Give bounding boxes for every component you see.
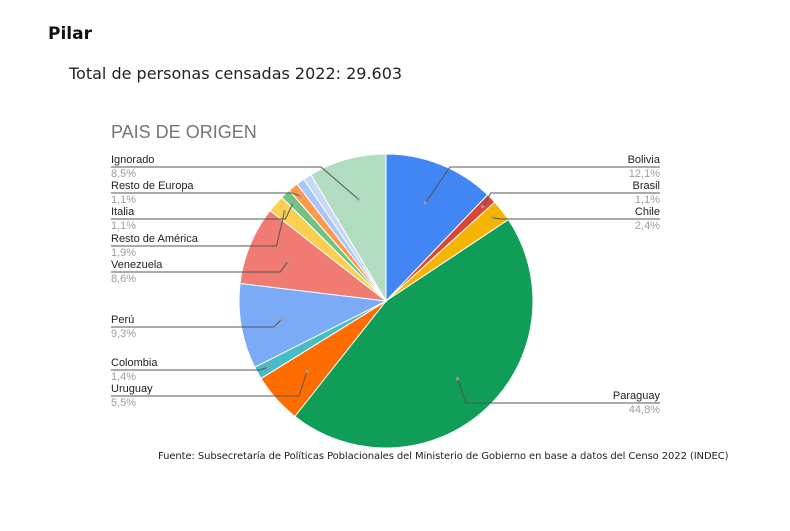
chart-title: PAIS DE ORIGEN <box>111 122 257 142</box>
pie-slice-ignorado <box>310 153 387 303</box>
leader-dot-paraguay <box>456 377 460 381</box>
slice-label-bolivia: Bolivia <box>628 154 661 166</box>
leader-line-venezuela <box>111 260 289 273</box>
slice-label-uruguay: Uruguay <box>111 383 153 395</box>
slice-labels: Bolivia12,1%Brasil1,1%Chile2,4%Paraguay4… <box>111 154 661 416</box>
leader-line-colombia <box>111 366 269 371</box>
slice-label-resto-de-europa: Resto de Europa <box>111 180 194 192</box>
slice-label-resto-de-america: Resto de América <box>111 233 199 245</box>
leader-dot-bolivia <box>423 201 427 205</box>
leader-line-resto-de-europa <box>111 192 301 197</box>
slice-percent-chile: 2,4% <box>635 220 660 232</box>
leader-lines <box>111 166 660 404</box>
slice-label-venezuela: Venezuela <box>111 259 163 271</box>
slice-percent-uruguay: 5,5% <box>111 397 136 409</box>
pie-slice-peru <box>238 282 388 368</box>
leader-dot-colombia <box>266 365 270 369</box>
slice-percent-ignorado: 8,5% <box>111 168 136 180</box>
slice-percent-italia: 1,1% <box>111 220 136 232</box>
leader-line-chile <box>492 217 660 220</box>
slice-percent-resto-de-america: 1,9% <box>111 247 136 259</box>
slice-percent-peru: 9,3% <box>111 328 136 340</box>
leader-dot-peru <box>280 317 284 321</box>
slice-label-brasil: Brasil <box>632 180 660 192</box>
slice-label-chile: Chile <box>635 206 660 218</box>
leader-line-bolivia <box>424 166 660 204</box>
slice-percent-brasil: 1,1% <box>635 194 660 206</box>
pie-slice-paraguay <box>294 218 534 449</box>
leader-dot-uruguay <box>305 369 309 374</box>
leader-dot-venezuela <box>286 259 290 263</box>
page-heading: Pilar <box>48 24 92 44</box>
leader-dot-resto-de-america <box>282 210 287 214</box>
leader-line-brasil <box>482 192 660 207</box>
slice-label-ignorado: Ignorado <box>111 154 154 166</box>
leader-dot-brasil <box>481 205 485 209</box>
leader-dot-ignorado <box>356 197 360 201</box>
leader-line-resto-de-america <box>111 211 285 247</box>
leader-dot-chile <box>491 216 495 220</box>
slice-label-italia: Italia <box>111 206 135 218</box>
leader-line-peru <box>111 318 283 328</box>
slice-percent-venezuela: 8,6% <box>111 273 136 285</box>
pie-slices <box>238 153 534 449</box>
leader-dot-italia <box>291 200 295 204</box>
source-footnote: Fuente: Subsecretaría de Políticas Pobla… <box>158 451 729 462</box>
slice-percent-colombia: 1,4% <box>111 371 136 383</box>
leader-dot-resto-de-europa <box>298 194 303 198</box>
slice-percent-paraguay: 44,8% <box>629 404 660 416</box>
slice-percent-resto-de-europa: 1,1% <box>111 194 136 206</box>
slice-label-paraguay: Paraguay <box>613 390 661 402</box>
slice-label-colombia: Colombia <box>111 357 158 369</box>
leader-line-paraguay <box>457 378 660 404</box>
total-people-text: Total de personas censadas 2022: 29.603 <box>69 64 403 83</box>
leader-line-ignorado <box>111 166 359 200</box>
pie-slice-bolivia <box>385 153 489 303</box>
slice-percent-bolivia: 12,1% <box>629 168 660 180</box>
leader-line-italia <box>111 202 294 220</box>
slice-label-peru: Perú <box>111 314 134 326</box>
leader-line-uruguay <box>111 371 308 397</box>
